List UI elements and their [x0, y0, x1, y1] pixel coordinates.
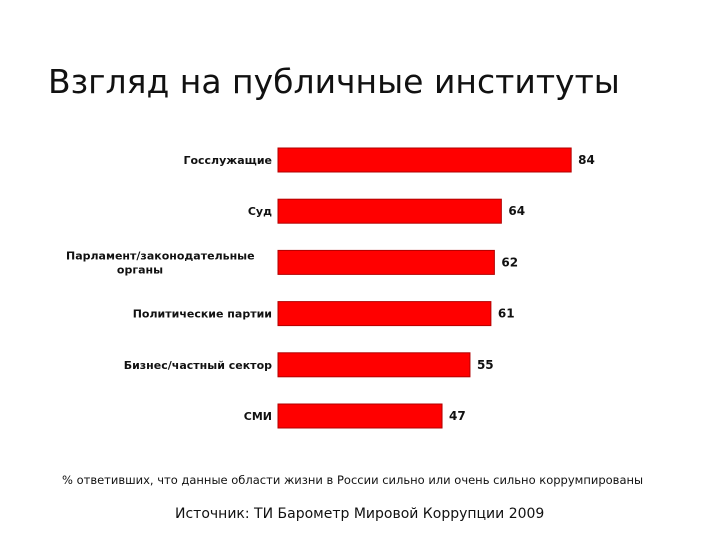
category-label: Госслужащие [183, 154, 272, 167]
bar-value-label: 61 [498, 307, 515, 321]
category-label: Бизнес/частный сектор [124, 359, 272, 372]
bar-value-label: 55 [477, 358, 494, 372]
category-label: СМИ [244, 410, 272, 423]
bar-1 [277, 147, 572, 173]
bar-2 [277, 198, 502, 224]
bar-value-label: 62 [501, 255, 518, 269]
bar-value-label: 47 [449, 409, 466, 423]
category-label: Суд [248, 205, 272, 218]
category-label: Политические партии [133, 308, 272, 321]
bar-value-label: 84 [578, 153, 595, 167]
bar-4 [277, 301, 492, 327]
slide-title: Взгляд на публичные институты [48, 62, 620, 101]
bar-5 [277, 352, 471, 378]
source-note: Источник: ТИ Барометр Мировой Коррупции … [175, 506, 545, 522]
bar-chart: 84 Госслужащие 64 Суд 62 Парламент/законодате… [66, 147, 595, 429]
category-label: Парламент/законодательные органы [66, 249, 255, 276]
chart-footnote: % ответивших, что данные области жизни в… [62, 473, 644, 487]
bar-value-label: 64 [508, 204, 525, 218]
bar-3 [277, 249, 495, 275]
bar-6 [277, 403, 443, 429]
